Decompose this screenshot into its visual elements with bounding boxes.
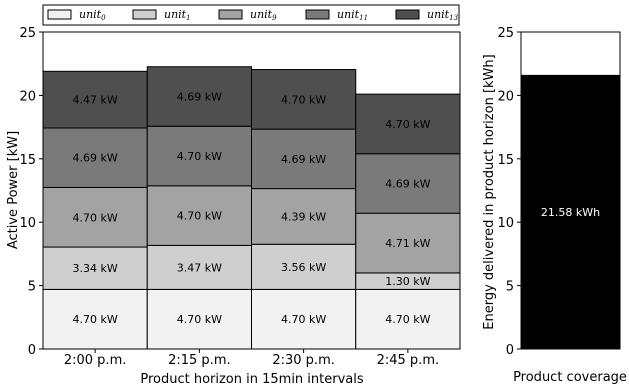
legend-swatch [395,9,420,20]
left-chart-bars: 4.70 kW 3.34 kW 4.70 kW 4.69 kW 4.47 kW 4.70 … [42,66,461,350]
bar-segment-label: 4.47 kW [73,94,118,107]
bar-segment-label: 4.69 kW [281,153,326,166]
left-plot-frame [42,31,461,350]
left-chart-axes: 2:00 p.m. 2:15 p.m. 2:30 p.m. 2:45 p.m. 0 5 10… [19,26,439,368]
y-tick-label: 15 [497,153,514,168]
bar-segment-label: 4.69 kW [177,90,222,103]
bar-segment [146,244,252,290]
y-tick-label: 20 [19,89,36,104]
bar-segment-label: 4.70 kW [177,313,222,326]
legend-label-subscript: 9 [272,14,277,22]
right-x-axis-label: Product coverage [513,370,627,385]
bar-segment-label: 4.39 kW [281,210,326,223]
bar-segment [146,125,252,187]
legend-label: unit1 [164,8,191,22]
bar-segment-label: 4.70 kW [281,313,326,326]
bar-segment-label: 3.47 kW [177,261,222,274]
y-tick-label: 0 [506,343,514,358]
legend-swatch [132,9,157,20]
legend-label: unit9 [250,8,277,22]
right-chart-bars: 21.58 kWh [520,74,621,350]
bar-segment [355,93,461,155]
right-plot-frame [520,31,621,350]
x-tick-label: 2:00 p.m. [64,353,127,368]
legend-label-subscript: 13 [449,14,458,22]
bar-segment-label: 4.70 kW [73,211,118,224]
bar-segment [146,185,252,246]
bar-segment [146,66,252,127]
bar-segment-label: 4.70 kW [177,210,222,223]
y-tick-label: 20 [497,89,514,104]
bar-segment-label: 4.71 kW [385,237,430,250]
bar-segment [251,128,357,190]
y-tick-label: 5 [506,280,514,295]
y-tick-label: 10 [19,216,36,231]
y-tick-label: 15 [19,153,36,168]
bar-segment-label: 3.56 kW [281,261,326,274]
y-tick-label: 10 [497,216,514,231]
bar-segment-label: 4.70 kW [73,313,118,326]
legend-label: unit0 [79,8,106,22]
legend-label-subscript: 11 [359,14,368,22]
bar-segment-label: 4.70 kW [385,118,430,131]
right-chart-axes: 0 5 10 15 20 25 [497,26,521,358]
x-tick-label: 2:45 p.m. [377,353,440,368]
bar-segment [42,70,148,129]
legend-swatch [47,9,72,20]
legend-swatch [305,9,330,20]
y-tick-label: 25 [19,26,36,41]
bar-segment [251,69,357,130]
left-y-axis-label: Active Power [kW] [6,131,21,249]
bar-segment-label: 4.70 kW [177,150,222,163]
legend-label-subscript: 0 [101,14,106,22]
legend-label-subscript: 1 [186,14,190,22]
bar-segment-label: 1.30 kW [385,275,430,288]
bar-segment-label: 4.69 kW [73,152,118,165]
coverage-bar [520,74,621,350]
x-tick-label: 2:30 p.m. [272,353,335,368]
y-tick-label: 25 [497,26,514,41]
y-tick-label: 0 [28,343,36,358]
left-x-axis-label: Product horizon in 15min intervals [140,372,364,387]
bar-segment [355,288,461,350]
bar-segment [355,212,461,274]
coverage-bar-label: 21.58 kWh [541,206,600,219]
bar-segment-label: 4.70 kW [281,93,326,106]
bar-segment-label: 4.70 kW [385,313,430,326]
bar-segment [355,153,461,214]
legend-swatch [218,9,243,20]
bar-segment-label: 4.69 kW [385,177,430,190]
bar-segment-label: 3.34 kW [73,262,118,275]
right-y-axis-label: Energy delivered in product horizon [kWh… [482,54,497,329]
x-tick-label: 2:15 p.m. [168,353,231,368]
y-tick-label: 5 [28,280,36,295]
